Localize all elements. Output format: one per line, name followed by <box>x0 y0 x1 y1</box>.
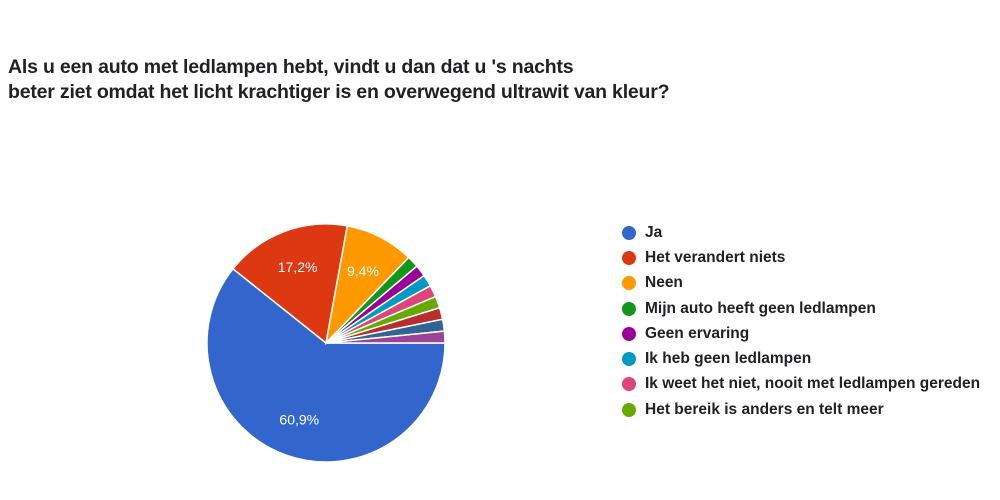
slice-data-label: 60,9% <box>279 411 319 427</box>
legend-label: Ik weet het niet, nooit met ledlampen ge… <box>645 375 981 393</box>
pie-slice[interactable] <box>231 223 349 345</box>
legend-swatch <box>622 301 636 316</box>
legend-item[interactable]: Ja <box>622 220 980 245</box>
legend-label: Het bereik is anders en telt meer <box>645 400 884 418</box>
legend-swatch <box>622 276 636 291</box>
legend-swatch <box>622 250 636 265</box>
legend-item[interactable]: Mijn auto heeft geen ledlampen <box>622 296 980 321</box>
legend-swatch <box>622 352 636 367</box>
legend-swatch <box>622 402 636 417</box>
legend-item[interactable]: Ik weet het niet, nooit met ledlampen ge… <box>622 372 980 397</box>
legend-item[interactable]: Het verandert niets <box>622 245 980 270</box>
pie-slice[interactable] <box>206 267 446 463</box>
legend-item[interactable]: Geen ervaring <box>622 321 980 346</box>
legend-item[interactable]: Neen <box>622 271 980 296</box>
chart-title: Als u een auto met ledlampen hebt, vindt… <box>8 55 670 105</box>
legend-label: Het verandert niets <box>645 248 786 266</box>
legend-label: Mijn auto heeft geen ledlampen <box>645 299 876 317</box>
legend-label: Neen <box>645 274 683 292</box>
legend-label: Geen ervaring <box>645 324 750 342</box>
legend-label: Ik heb geen ledlampen <box>645 350 812 368</box>
title-line-2: beter ziet omdat het licht krachtiger is… <box>8 81 670 103</box>
legend-swatch <box>622 326 636 341</box>
title-line-1: Als u een auto met ledlampen hebt, vindt… <box>8 56 574 78</box>
legend-item[interactable]: Ik heb geen ledlampen <box>622 346 980 371</box>
legend: Ja Het verandert niets Neen Mijn auto heeft… <box>622 220 980 422</box>
legend-label: Ja <box>645 223 663 241</box>
pie-slice[interactable] <box>325 330 446 344</box>
legend-swatch <box>622 225 636 240</box>
slice-data-label: 17,2% <box>278 259 318 275</box>
legend-swatch <box>622 377 636 392</box>
legend-item[interactable]: Het bereik is anders en telt meer <box>622 397 980 422</box>
slice-data-label: 9,4% <box>347 263 379 279</box>
